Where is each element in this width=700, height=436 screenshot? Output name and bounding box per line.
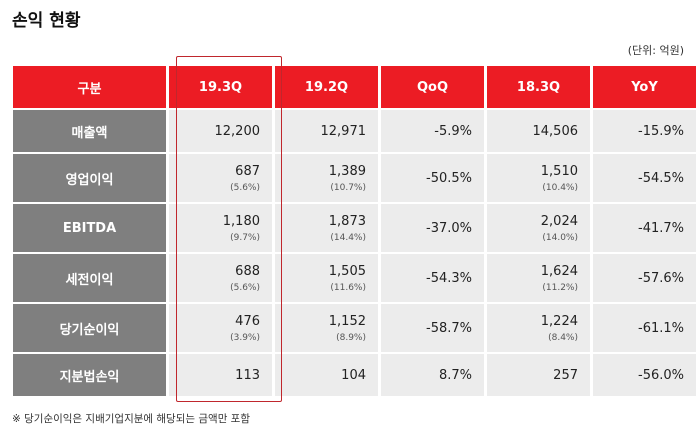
header-qoq: QoQ bbox=[381, 66, 484, 108]
cell-19-2q: 1,152 (8.9%) bbox=[275, 304, 378, 352]
header-category: 구분 bbox=[13, 66, 166, 108]
cell-value: -57.6% bbox=[638, 270, 684, 286]
row-label: 영업이익 bbox=[13, 154, 166, 202]
cell-value: 12,971 bbox=[320, 123, 367, 139]
cell-margin: (10.4%) bbox=[542, 182, 578, 193]
cell-19-2q: 12,971 bbox=[275, 110, 378, 152]
cell-value: -54.3% bbox=[426, 270, 472, 286]
income-table: 구분 19.3Q 19.2Q QoQ 18.3Q YoY 매출액 12,200 … bbox=[10, 64, 699, 398]
cell-margin: (9.7%) bbox=[230, 232, 260, 243]
cell-yoy: -54.5% bbox=[593, 154, 696, 202]
cell-value: -56.0% bbox=[638, 367, 684, 383]
table-row: 영업이익 687 (5.6%) 1,389 (10.7%) -50.5% 1,510… bbox=[13, 154, 696, 202]
cell-value: 257 bbox=[553, 367, 578, 383]
table-row: 세전이익 688 (5.6%) 1,505 (11.6%) -54.3% 1,624… bbox=[13, 254, 696, 302]
cell-margin: (11.6%) bbox=[330, 282, 366, 293]
cell-19-3q: 476 (3.9%) bbox=[169, 304, 272, 352]
cell-value: 687 bbox=[235, 163, 260, 179]
header-19-2q: 19.2Q bbox=[275, 66, 378, 108]
header-yoy: YoY bbox=[593, 66, 696, 108]
cell-value: 1,152 bbox=[328, 313, 366, 329]
cell-value: 1,389 bbox=[328, 163, 366, 179]
table-row: 매출액 12,200 12,971 -5.9% 14,506 -15.9% bbox=[13, 110, 696, 152]
cell-value: 1,180 bbox=[222, 213, 260, 229]
row-label: 매출액 bbox=[13, 110, 166, 152]
cell-value: 104 bbox=[341, 367, 366, 383]
cell-value: -50.5% bbox=[426, 170, 472, 186]
row-label: EBITDA bbox=[13, 204, 166, 252]
table-row: EBITDA 1,180 (9.7%) 1,873 (14.4%) -37.0% 2… bbox=[13, 204, 696, 252]
cell-18-3q: 1,624 (11.2%) bbox=[487, 254, 590, 302]
cell-value: 688 bbox=[235, 263, 260, 279]
cell-margin: (11.2%) bbox=[542, 282, 578, 293]
cell-qoq: -5.9% bbox=[381, 110, 484, 152]
cell-19-3q: 12,200 bbox=[169, 110, 272, 152]
cell-18-3q: 1,510 (10.4%) bbox=[487, 154, 590, 202]
unit-label: (단위: 억원) bbox=[627, 44, 684, 57]
cell-value: 1,624 bbox=[540, 263, 578, 279]
page-title: 손익 현황 bbox=[12, 11, 81, 31]
cell-margin: (10.7%) bbox=[330, 182, 366, 193]
header-19-3q: 19.3Q bbox=[169, 66, 272, 108]
cell-value: 1,873 bbox=[328, 213, 366, 229]
table-row: 당기순이익 476 (3.9%) 1,152 (8.9%) -58.7% 1,224… bbox=[13, 304, 696, 352]
cell-value: -5.9% bbox=[434, 123, 472, 139]
cell-19-3q: 1,180 (9.7%) bbox=[169, 204, 272, 252]
cell-yoy: -57.6% bbox=[593, 254, 696, 302]
cell-value: 1,505 bbox=[328, 263, 366, 279]
cell-value: 476 bbox=[235, 313, 260, 329]
cell-value: -61.1% bbox=[638, 320, 684, 336]
cell-19-2q: 1,873 (14.4%) bbox=[275, 204, 378, 252]
row-label: 지분법손익 bbox=[13, 354, 166, 396]
cell-value: -37.0% bbox=[426, 220, 472, 236]
cell-value: 1,510 bbox=[540, 163, 578, 179]
cell-qoq: -54.3% bbox=[381, 254, 484, 302]
cell-19-3q: 688 (5.6%) bbox=[169, 254, 272, 302]
row-label: 세전이익 bbox=[13, 254, 166, 302]
cell-value: 12,200 bbox=[214, 123, 261, 139]
cell-margin: (5.6%) bbox=[230, 282, 260, 293]
cell-margin: (14.0%) bbox=[542, 232, 578, 243]
cell-value: 2,024 bbox=[540, 213, 578, 229]
cell-value: -54.5% bbox=[638, 170, 684, 186]
cell-margin: (14.4%) bbox=[330, 232, 366, 243]
cell-18-3q: 14,506 bbox=[487, 110, 590, 152]
cell-18-3q: 1,224 (8.4%) bbox=[487, 304, 590, 352]
cell-value: 14,506 bbox=[532, 123, 579, 139]
cell-yoy: -41.7% bbox=[593, 204, 696, 252]
cell-19-2q: 1,505 (11.6%) bbox=[275, 254, 378, 302]
cell-qoq: -50.5% bbox=[381, 154, 484, 202]
row-label: 당기순이익 bbox=[13, 304, 166, 352]
cell-19-2q: 104 bbox=[275, 354, 378, 396]
cell-yoy: -56.0% bbox=[593, 354, 696, 396]
cell-value: 8.7% bbox=[438, 367, 472, 383]
cell-value: -41.7% bbox=[638, 220, 684, 236]
cell-qoq: -37.0% bbox=[381, 204, 484, 252]
header-18-3q: 18.3Q bbox=[487, 66, 590, 108]
cell-margin: (8.4%) bbox=[548, 332, 578, 343]
cell-19-3q: 113 bbox=[169, 354, 272, 396]
cell-19-3q: 687 (5.6%) bbox=[169, 154, 272, 202]
cell-qoq: 8.7% bbox=[381, 354, 484, 396]
cell-yoy: -15.9% bbox=[593, 110, 696, 152]
cell-value: 113 bbox=[235, 367, 260, 383]
cell-value: 1,224 bbox=[540, 313, 578, 329]
cell-value: -58.7% bbox=[426, 320, 472, 336]
cell-yoy: -61.1% bbox=[593, 304, 696, 352]
cell-margin: (3.9%) bbox=[230, 332, 260, 343]
cell-qoq: -58.7% bbox=[381, 304, 484, 352]
footnote: ※ 당기순이익은 지배기업지분에 해당되는 금액만 포함 bbox=[12, 413, 251, 425]
cell-margin: (8.9%) bbox=[336, 332, 366, 343]
cell-18-3q: 257 bbox=[487, 354, 590, 396]
cell-18-3q: 2,024 (14.0%) bbox=[487, 204, 590, 252]
cell-19-2q: 1,389 (10.7%) bbox=[275, 154, 378, 202]
table-row: 지분법손익 113 104 8.7% 257 -56.0% bbox=[13, 354, 696, 396]
cell-margin: (5.6%) bbox=[230, 182, 260, 193]
cell-value: -15.9% bbox=[638, 123, 684, 139]
table-header-row: 구분 19.3Q 19.2Q QoQ 18.3Q YoY bbox=[13, 66, 696, 108]
